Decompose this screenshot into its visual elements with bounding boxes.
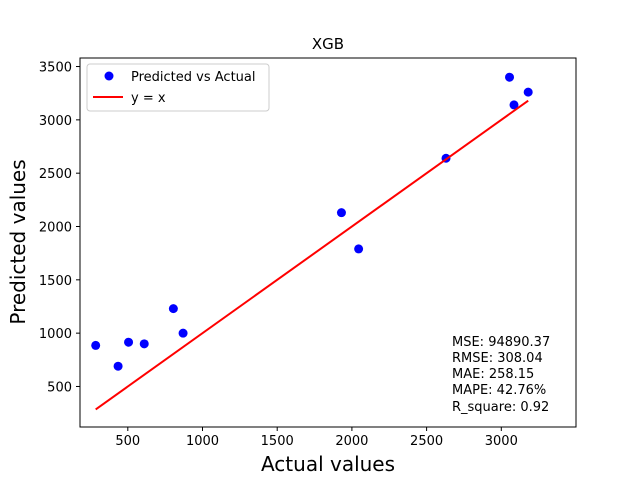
y-tick-label: 2500 (39, 167, 72, 182)
chart-title: XGB (312, 35, 344, 53)
y-tick-label: 3000 (39, 114, 72, 129)
axis-ticks: 500 1000 1500 2000 2500 3000 500 1000 1500 2000 25… (39, 61, 518, 449)
y-tick-label: 1000 (39, 327, 72, 342)
metric-rmse: RMSE: 308.04 (452, 351, 543, 366)
scatter-point (523, 87, 533, 97)
scatter-point (509, 100, 519, 110)
x-axis-title: Actual values (261, 452, 395, 476)
x-tick-label: 2000 (335, 434, 368, 449)
scatter-point (139, 339, 149, 349)
scatter-point (91, 340, 101, 350)
metric-r-square: R_square: 0.92 (452, 400, 549, 415)
scatter-point (124, 337, 134, 347)
x-tick-label: 500 (115, 434, 140, 449)
legend-label-predicted-vs-actual: Predicted vs Actual (131, 70, 255, 85)
scatter-point (505, 72, 515, 82)
metric-mape: MAPE: 42.76% (452, 383, 546, 398)
y-axis-title: Predicted values (6, 159, 30, 324)
scatter-point (113, 361, 123, 371)
y-tick-label: 1500 (39, 274, 72, 289)
x-tick-label: 1000 (186, 434, 219, 449)
metrics-annotation: MSE: 94890.37 RMSE: 308.04 MAE: 258.15 M… (452, 335, 550, 415)
identity-line (95, 99, 529, 411)
y-tick-label: 2000 (39, 221, 72, 236)
axes-frame (79, 57, 577, 428)
y-tick-label: 500 (47, 380, 72, 395)
scatter-point (178, 328, 188, 338)
y-tick-label: 3500 (39, 61, 72, 76)
legend-label-y-equals-x: y = x (131, 91, 166, 106)
scatter-point (168, 304, 178, 314)
x-tick-label: 3000 (485, 434, 518, 449)
metric-mse: MSE: 94890.37 (452, 335, 550, 350)
metric-mae: MAE: 258.15 (452, 367, 534, 382)
legend-scatter-marker (104, 71, 114, 81)
x-tick-label: 2500 (410, 434, 443, 449)
legend: Predicted vs Actual y = x (86, 63, 270, 112)
plot-area (91, 72, 533, 411)
x-tick-label: 1500 (261, 434, 294, 449)
scatter-point (354, 244, 364, 254)
scatter-point (336, 208, 346, 218)
legend-box (86, 63, 270, 112)
